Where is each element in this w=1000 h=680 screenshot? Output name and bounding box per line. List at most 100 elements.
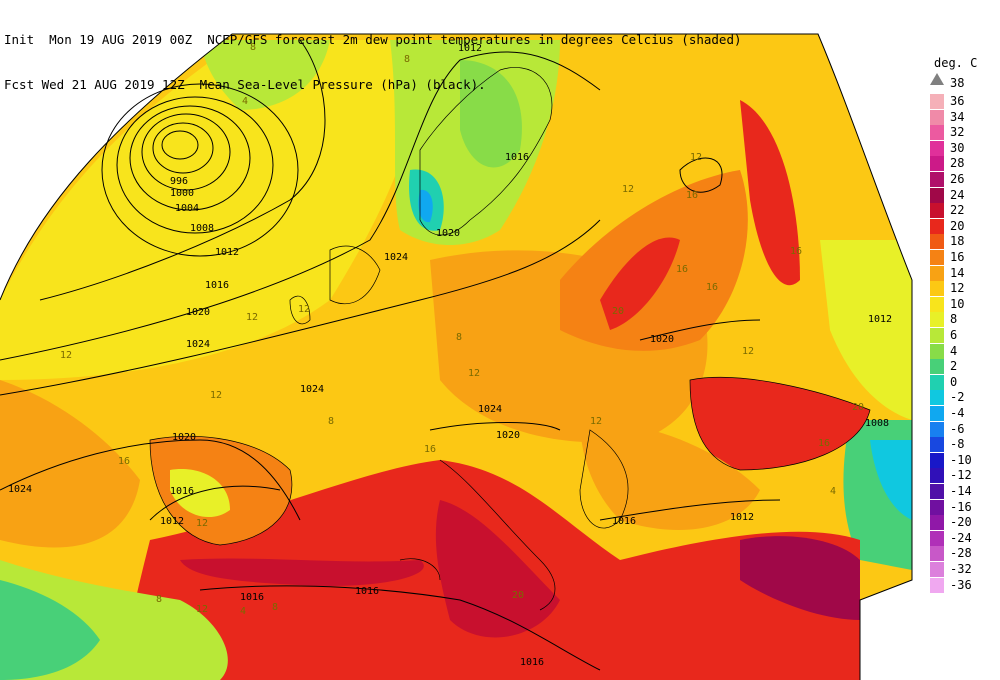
- legend-swatch: [930, 125, 944, 141]
- isobar-label: 1024: [300, 384, 324, 395]
- isobar-lines: [0, 39, 781, 671]
- isobar-label: 1020: [186, 307, 210, 318]
- isobar-label: 1016: [355, 586, 379, 597]
- isobar-label: 1024: [478, 404, 502, 415]
- dewpoint-label: 8: [156, 594, 162, 605]
- legend-item: -20: [930, 515, 1000, 531]
- legend-label: 26: [950, 172, 965, 186]
- dewpoint-label: 16: [706, 282, 718, 293]
- legend-item: 16: [930, 250, 1000, 265]
- dewpoint-field: [0, 34, 912, 680]
- legend-item: 0: [930, 374, 1000, 390]
- dewpoint-label: 12: [196, 604, 208, 615]
- legend-item: 30: [930, 140, 1000, 156]
- legend-item: -10: [930, 452, 1000, 468]
- legend-swatch: [930, 156, 944, 172]
- dewpoint-label: 16: [676, 264, 688, 275]
- dewpoint-label: 12: [590, 416, 602, 427]
- legend-swatch: [930, 577, 944, 593]
- legend-swatch: [930, 343, 944, 359]
- dewpoint-label: 20: [612, 306, 624, 317]
- dewpoint-label: 4: [240, 606, 246, 617]
- legend-swatch: [930, 530, 944, 546]
- legend-item: 12: [930, 281, 1000, 297]
- legend-item: 18: [930, 234, 1000, 250]
- dewpoint-label: 16: [790, 246, 802, 257]
- legend-label: 36: [950, 94, 965, 108]
- legend-label: -20: [950, 515, 972, 530]
- legend-label: 2: [950, 359, 958, 374]
- isobar-label: 1000: [170, 188, 194, 199]
- isobar-label: 996: [170, 176, 188, 187]
- legend-top-value: 38: [950, 76, 965, 90]
- legend-swatch: [930, 562, 944, 577]
- isobar-labels: 996 1000 1004 1008 1012 1016 1020 1024 1…: [8, 43, 892, 668]
- legend-label: -24: [950, 530, 972, 545]
- legend-label: 6: [950, 328, 958, 342]
- isobar-label: 1008: [865, 418, 889, 429]
- legend-item: -6: [930, 421, 1000, 437]
- dewpoint-labels: 8 4 8 12 12 16 12 12 8 12 16 16 12 20 20…: [60, 42, 864, 617]
- isobar-label: 1020: [436, 228, 460, 239]
- legend-item: 10: [930, 296, 1000, 312]
- legend-swatch: [930, 515, 944, 531]
- legend-item: -32: [930, 562, 1000, 577]
- legend-swatch: [930, 109, 944, 125]
- dewpoint-label: 12: [196, 518, 208, 529]
- dewpoint-label: 12: [468, 368, 480, 379]
- isobar-label: 1016: [612, 516, 636, 527]
- legend-swatch: [930, 250, 944, 265]
- dewpoint-label: 8: [404, 54, 410, 65]
- isobar-label: 1020: [650, 334, 674, 345]
- weather-map: 996 1000 1004 1008 1012 1016 1020 1024 1…: [0, 33, 913, 680]
- legend-swatch: [930, 265, 944, 281]
- isobar-label: 1016: [205, 280, 229, 291]
- dewpoint-label: 8: [272, 602, 278, 613]
- isobar-label: 1012: [730, 512, 754, 523]
- legend-swatch: [930, 452, 944, 468]
- legend-swatch: [930, 374, 944, 390]
- legend-item: 36: [930, 94, 1000, 109]
- legend-item: 24: [930, 187, 1000, 203]
- isobar-label: 1012: [868, 314, 892, 325]
- legend-item: -14: [930, 484, 1000, 499]
- isobar-label: 1004: [175, 203, 199, 214]
- dewpoint-label: 12: [742, 346, 754, 357]
- legend-label: -16: [950, 499, 972, 514]
- dewpoint-label: 4: [242, 96, 248, 107]
- legend-swatch: [930, 546, 944, 562]
- dewpoint-label: 12: [246, 312, 258, 323]
- dewpoint-label: 16: [686, 190, 698, 201]
- legend-label: 0: [950, 374, 958, 389]
- legend-swatch: [930, 296, 944, 312]
- legend-swatch: [930, 359, 944, 375]
- legend-swatch: [930, 140, 944, 156]
- legend-swatch: [930, 468, 944, 484]
- legend-swatch: [930, 499, 944, 515]
- isobar-label: 1016: [505, 152, 529, 163]
- legend-label: 8: [950, 312, 958, 327]
- legend-item: 4: [930, 343, 1000, 359]
- legend-label: 30: [950, 140, 965, 155]
- legend-label: -4: [950, 406, 965, 420]
- legend-label: 16: [950, 250, 965, 264]
- legend-label: 34: [950, 109, 965, 124]
- legend-swatch: [930, 421, 944, 437]
- isobar-label: 1012: [215, 247, 239, 258]
- legend-label: -10: [950, 452, 972, 467]
- isobar-label: 1012: [160, 516, 184, 527]
- legend-label: 12: [950, 281, 965, 296]
- legend-swatch: [930, 406, 944, 421]
- legend-item: 8: [930, 312, 1000, 328]
- legend-label: 20: [950, 218, 965, 233]
- legend-item: 14: [930, 265, 1000, 281]
- isobar-label: 1016: [520, 657, 544, 668]
- legend-item: 20: [930, 218, 1000, 234]
- legend-swatch: [930, 172, 944, 187]
- legend-item: -36: [930, 577, 1000, 593]
- legend-swatch: [930, 203, 944, 219]
- legend-swatch: [930, 234, 944, 250]
- legend-label: 4: [950, 343, 958, 358]
- legend-item: -28: [930, 546, 1000, 562]
- legend-item: -4: [930, 406, 1000, 421]
